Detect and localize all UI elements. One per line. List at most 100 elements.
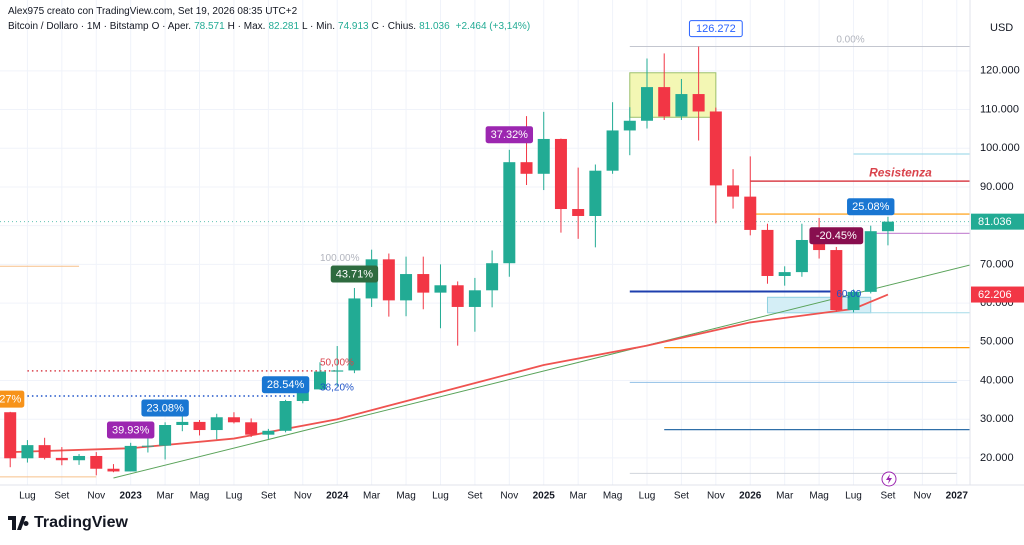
x-tick-label: 2026	[739, 491, 762, 502]
x-tick-label: 2023	[120, 491, 143, 502]
x-tick-label: Set	[261, 491, 276, 502]
annotation-badge	[847, 198, 895, 216]
candle-body	[830, 250, 843, 311]
annotation-badge	[809, 227, 864, 245]
y-tick-label: 100.000	[980, 142, 1020, 154]
annotation-text: 100.00%	[320, 253, 360, 264]
candle-body	[124, 445, 137, 472]
candle-body	[537, 138, 550, 174]
candle-body	[434, 285, 447, 293]
x-tick-label: 2025	[533, 491, 556, 502]
moving-average	[10, 293, 889, 453]
x-tick-label: Nov	[294, 491, 312, 502]
candle-body	[675, 94, 688, 117]
currency: USD	[990, 22, 1013, 34]
candle-body	[279, 401, 292, 431]
annotation-text: 37.32%	[491, 129, 529, 141]
annotation-text: 27%	[0, 393, 21, 405]
candle-body	[400, 274, 413, 301]
candle-body	[554, 138, 567, 210]
y-tick-label: 120.000	[980, 65, 1020, 77]
candle-body	[38, 445, 51, 458]
x-tick-label: 2024	[326, 491, 349, 502]
candle-body	[331, 370, 344, 372]
brand: TradingView	[34, 514, 128, 531]
candle-body	[296, 389, 309, 402]
y-tick-label: 30.000	[980, 413, 1014, 425]
candle-body	[881, 221, 894, 232]
x-tick-label: 2027	[946, 491, 969, 502]
logo: TradingView	[8, 514, 128, 532]
annotation-badge	[688, 20, 743, 38]
annotation-text: 0.00%	[836, 35, 864, 46]
price-label: 81.036	[978, 216, 1012, 228]
candle-body	[382, 259, 395, 301]
x-tick-label: Mar	[156, 491, 174, 502]
annotation-badge	[141, 399, 189, 417]
price-label-bg	[971, 286, 1024, 303]
candle-body	[606, 130, 619, 171]
candle-body	[55, 457, 68, 461]
x-tick-label: Set	[674, 491, 689, 502]
candle-body	[73, 455, 86, 461]
candle-body	[778, 272, 791, 276]
annotation-text: 28.54%	[267, 379, 305, 391]
candle-body	[4, 412, 17, 459]
candle-body	[847, 291, 860, 311]
candle-body	[451, 285, 464, 307]
candle-body	[227, 417, 240, 423]
annotation-badge	[0, 390, 25, 408]
candle-body	[761, 229, 774, 276]
y-tick-label: 70.000	[980, 258, 1014, 270]
annotation-text: 38,20%	[320, 382, 354, 393]
candle-body	[692, 94, 705, 112]
annotation-text: 23.08%	[146, 402, 184, 414]
price-label-bg	[971, 213, 1024, 230]
x-tick-label: Nov	[707, 491, 725, 502]
candle-body	[658, 87, 671, 117]
candle-body	[864, 231, 877, 292]
x-tick-label: Lug	[19, 491, 36, 502]
x-tick-label: Set	[54, 491, 69, 502]
annotation-badge	[106, 421, 155, 439]
x-tick-label: Nov	[913, 491, 931, 502]
candle-body	[21, 445, 34, 459]
annotation-text: 39.93%	[112, 424, 150, 436]
x-tick-label: Mag	[190, 491, 209, 502]
candle-body	[159, 425, 172, 446]
annotation-text: 50,00%	[320, 358, 354, 369]
candle-body	[468, 290, 481, 307]
annotation-badge	[485, 126, 534, 144]
x-tick-label: Mar	[570, 491, 588, 502]
annotation-text: 126.272	[696, 23, 736, 35]
x-tick-label: Mag	[603, 491, 622, 502]
x-tick-label: Lug	[639, 491, 656, 502]
grid	[0, 0, 970, 485]
candle-body	[314, 371, 326, 390]
candle-body	[503, 162, 516, 264]
candle-body	[210, 417, 223, 431]
candle-body	[176, 421, 189, 426]
x-tick-label: Nov	[500, 491, 518, 502]
plot-area: Resistenza 0.00% 100.00% 50,00% 38,20% 60,00 1…	[0, 20, 970, 479]
candle-body	[641, 87, 653, 121]
candle-body	[417, 274, 430, 293]
candle-body	[486, 263, 499, 291]
candle-body	[90, 455, 103, 469]
annotation-text: -20.45%	[816, 230, 857, 242]
price-label: 62.206	[978, 289, 1012, 301]
annotation-text: Resistenza	[869, 166, 932, 180]
x-tick-label: Mar	[776, 491, 794, 502]
logo-icon	[8, 516, 29, 530]
axes: USD 20.00030.00040.00050.00060.00070.000…	[0, 0, 1024, 502]
candle-body	[107, 468, 120, 472]
candle-body	[727, 185, 740, 197]
x-tick-label: Mar	[363, 491, 381, 502]
candle-body	[572, 209, 585, 216]
y-tick-label: 20.000	[980, 452, 1014, 464]
annotation-text: 60,00	[836, 289, 861, 300]
candle-body	[795, 239, 808, 273]
candle-body	[262, 430, 275, 435]
